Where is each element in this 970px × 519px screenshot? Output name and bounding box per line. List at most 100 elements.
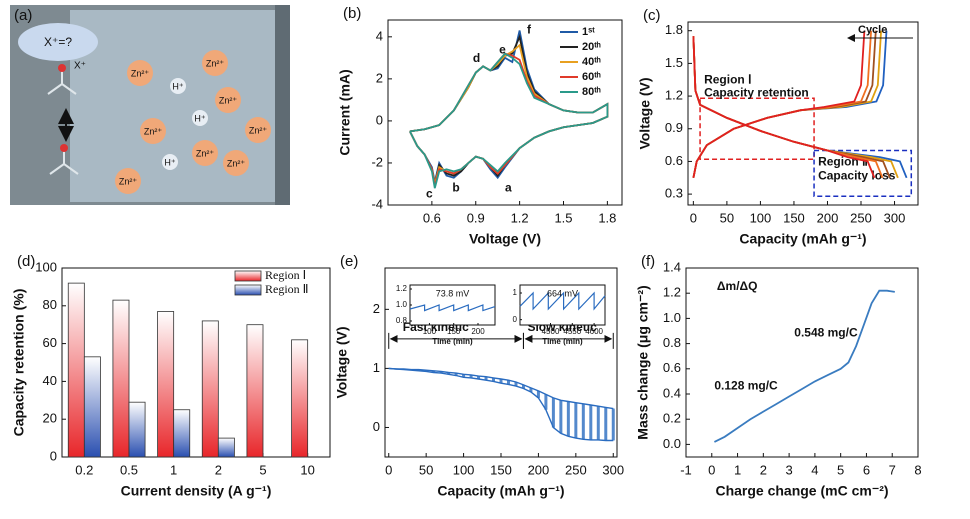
region-label: Region Ⅰ — [704, 72, 752, 86]
line — [714, 289, 895, 443]
inset-x-title: Time (min) — [542, 337, 583, 346]
ion-label: Zn²⁺ — [249, 125, 268, 135]
x-axis-title: Capacity (mAh g⁻¹) — [739, 231, 866, 247]
x-tick-label: 300 — [884, 210, 906, 225]
x-tick-label: 200 — [528, 462, 550, 477]
bar — [201, 320, 219, 458]
x-tick-label: 200 — [471, 327, 485, 336]
x-tick-label: 50 — [720, 210, 734, 225]
x-tick-label: 1.5 — [554, 210, 572, 225]
x-axis-title: Capacity (mAh g⁻¹) — [437, 483, 564, 499]
x-tick-label: 0.5 — [120, 462, 138, 477]
annotation: b — [452, 180, 459, 194]
panel-label: (c) — [643, 7, 661, 24]
bar — [157, 311, 175, 458]
y-tick-label: 2 — [373, 301, 380, 316]
y-axis-title: Voltage (V) — [334, 326, 350, 398]
plot-frame — [685, 267, 919, 458]
panel-label: (f) — [641, 253, 655, 270]
legend-label: Region Ⅰ — [265, 268, 306, 282]
y-tick-label: 0.9 — [665, 120, 683, 135]
bar — [83, 356, 101, 458]
y-axis-title: Capacity retention (%) — [11, 289, 27, 437]
x-axis-title: Current density (A g⁻¹) — [121, 483, 272, 499]
annotation: 0.548 mg/C — [794, 326, 858, 340]
y-tick-label: 0.3 — [665, 186, 683, 201]
y-tick-label: 0.6 — [665, 153, 683, 168]
y-tick-label: 1.0 — [396, 300, 408, 309]
panel-label: (a) — [14, 7, 32, 24]
line — [409, 52, 609, 189]
x-tick-label: 0.9 — [467, 210, 485, 225]
atom — [60, 144, 68, 152]
bar — [112, 299, 130, 458]
inset-frame — [519, 284, 606, 326]
ion-label: Zn²⁺ — [144, 126, 163, 136]
proton-label: H⁺ — [172, 81, 183, 91]
y-tick-label: 80 — [43, 297, 57, 312]
y-tick-label: 0 — [373, 419, 380, 434]
x-tick-label: 10 — [300, 462, 314, 477]
y-tick-label: 1.8 — [665, 22, 683, 37]
y-axis-title: Current (mA) — [337, 69, 353, 155]
x-tick-label: 8 — [914, 462, 921, 477]
zn-ion — [215, 87, 241, 113]
y-tick-label: -2 — [371, 154, 383, 169]
y-tick-label: 0 — [50, 448, 57, 463]
y-tick-label: 0.6 — [663, 360, 681, 375]
annotation: Δm/ΔQ — [717, 279, 758, 293]
y-tick-label: 1.0 — [663, 310, 681, 325]
x-tick-label: 0.2 — [75, 462, 93, 477]
proton — [162, 154, 178, 170]
x-tick-label: 4600 — [585, 327, 603, 336]
panel-label: (b) — [343, 5, 361, 22]
x-tick-label: 200 — [817, 210, 839, 225]
x-tick-label: 100 — [423, 327, 437, 336]
bar — [246, 324, 264, 458]
y-tick-label: 1.4 — [663, 259, 681, 274]
y-tick-label: 0.4 — [663, 385, 681, 400]
zn-ion — [127, 60, 153, 86]
x-tick-label: 7 — [889, 462, 896, 477]
electrolyte — [70, 10, 275, 202]
legend-label: 80ᵗʰ — [582, 86, 601, 98]
y-tick-label: 1.2 — [663, 285, 681, 300]
x-tick-label: 100 — [453, 462, 475, 477]
x-tick-label: 150 — [783, 210, 805, 225]
x-tick-label: 1 — [170, 462, 177, 477]
x-tick-label: 100 — [750, 210, 772, 225]
legend-swatch — [234, 270, 262, 282]
zn-ion — [245, 117, 271, 143]
y-tick-label: 0 — [376, 112, 383, 127]
x-axis-title: Voltage (V) — [469, 231, 541, 247]
proton-label: H⁺ — [194, 113, 205, 123]
x-tick-label: 3 — [785, 462, 792, 477]
schematic: (a) X⁺=? X⁺ Zn²⁺Zn²⁺Zn²⁺Zn²⁺ Zn²⁺Zn²⁺Zn²⁺… — [10, 5, 290, 205]
line — [409, 304, 496, 312]
y-tick-label: 0.2 — [663, 411, 681, 426]
annotation: c — [426, 187, 433, 201]
y-tick-label: -4 — [371, 196, 383, 211]
annotation: Cycle — [858, 24, 887, 36]
bar — [173, 409, 191, 458]
y-tick-label: 100 — [35, 259, 57, 274]
y-tick-label: 20 — [43, 411, 57, 426]
line — [692, 30, 876, 179]
x-tick-label: 5 — [259, 462, 266, 477]
x-tick-label: 300 — [602, 462, 624, 477]
x-tick-label: 50 — [419, 462, 433, 477]
ion-label: Zn²⁺ — [196, 148, 215, 158]
legend-label: 40ᵗʰ — [582, 56, 601, 68]
inset-annotation: 664 mV — [547, 288, 578, 298]
panel-label: (d) — [17, 253, 35, 270]
x-tick-label: 6 — [863, 462, 870, 477]
x-tick-label: 250 — [850, 210, 872, 225]
bubble — [18, 23, 98, 61]
y-tick-label: 0 — [513, 315, 518, 324]
molecule — [47, 70, 79, 175]
legend-label: 1ˢᵗ — [582, 26, 595, 38]
region-box — [813, 149, 913, 198]
line — [388, 367, 614, 442]
ion-label: Zn²⁺ — [119, 176, 138, 186]
